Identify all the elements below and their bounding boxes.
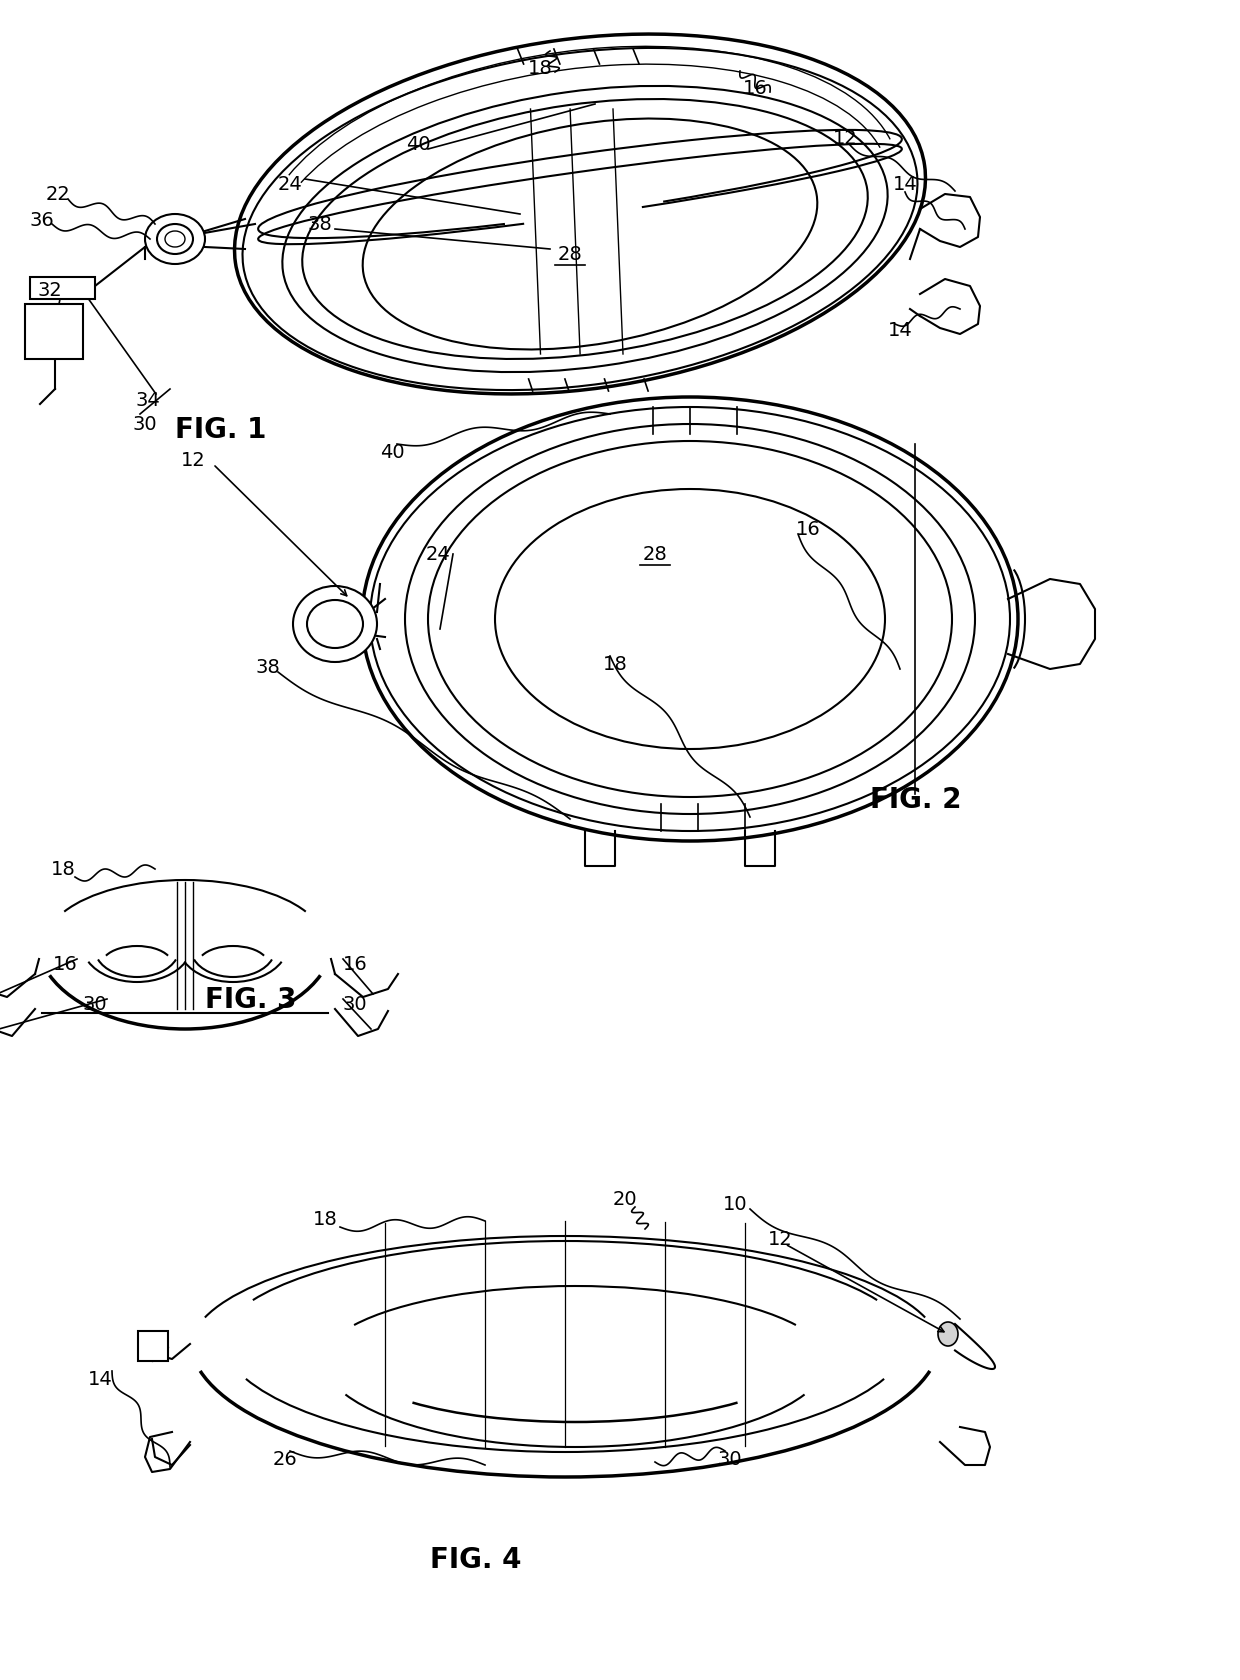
Text: 16: 16: [743, 79, 768, 97]
Text: 10: 10: [723, 1194, 748, 1213]
Text: 32: 32: [37, 281, 62, 299]
Text: 28: 28: [558, 245, 583, 264]
Text: 34: 34: [135, 390, 160, 410]
Bar: [30, 277, 95, 299]
Ellipse shape: [145, 215, 205, 265]
Text: 30: 30: [342, 995, 367, 1015]
Text: 18: 18: [51, 860, 76, 879]
Text: 30: 30: [718, 1450, 743, 1468]
Text: 12: 12: [832, 128, 857, 148]
Ellipse shape: [234, 35, 925, 395]
Text: 22: 22: [46, 185, 71, 205]
Text: 12: 12: [181, 450, 206, 469]
Text: 36: 36: [30, 210, 55, 230]
Ellipse shape: [937, 1322, 959, 1346]
Text: FIG. 3: FIG. 3: [205, 986, 296, 1013]
Text: 18: 18: [528, 59, 552, 77]
Text: 40: 40: [405, 136, 430, 155]
Text: 30: 30: [83, 995, 108, 1015]
Text: 14: 14: [888, 321, 913, 339]
Text: 38: 38: [308, 215, 332, 235]
Text: 16: 16: [52, 954, 77, 974]
Ellipse shape: [293, 586, 377, 662]
Text: 18: 18: [312, 1210, 337, 1228]
Text: 14: 14: [893, 175, 918, 195]
Text: 16: 16: [796, 521, 821, 539]
Text: 24: 24: [278, 175, 303, 195]
Text: FIG. 4: FIG. 4: [430, 1546, 522, 1572]
Ellipse shape: [362, 398, 1018, 842]
Text: 40: 40: [379, 444, 404, 462]
Text: 30: 30: [133, 415, 157, 433]
Text: FIG. 1: FIG. 1: [175, 415, 267, 444]
Text: 38: 38: [255, 659, 280, 677]
Bar: [25, 304, 83, 360]
Text: FIG. 2: FIG. 2: [870, 786, 961, 813]
Bar: [138, 1331, 167, 1361]
Text: 12: 12: [768, 1230, 792, 1248]
Text: 26: 26: [273, 1450, 298, 1468]
Text: 16: 16: [342, 954, 367, 974]
Text: 20: 20: [613, 1189, 637, 1210]
Text: 24: 24: [425, 546, 450, 564]
Text: 14: 14: [88, 1369, 113, 1389]
Text: 18: 18: [603, 655, 627, 674]
Text: 28: 28: [642, 546, 667, 564]
